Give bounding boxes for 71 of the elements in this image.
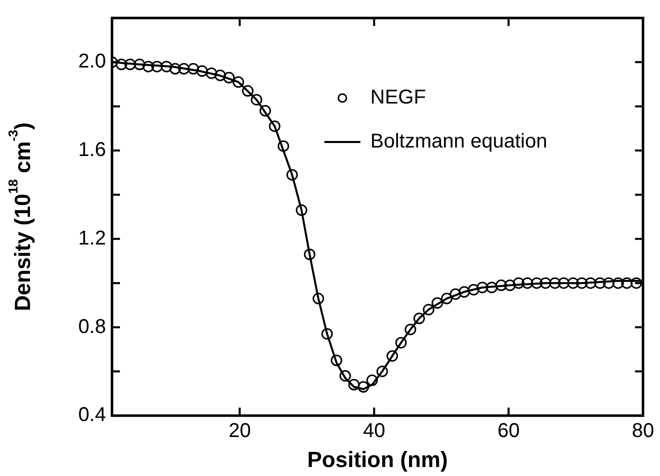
point — [422, 304, 434, 316]
point — [169, 63, 181, 75]
point — [413, 312, 425, 324]
point — [540, 277, 552, 289]
point — [188, 63, 200, 75]
legend-label: NEGF — [370, 86, 426, 109]
point — [304, 248, 316, 260]
point — [567, 277, 579, 289]
point — [206, 67, 218, 79]
x-tick-label: 80 — [632, 420, 654, 442]
point — [278, 140, 290, 152]
point — [196, 65, 208, 77]
point — [178, 63, 190, 75]
point — [602, 277, 614, 289]
point — [531, 277, 543, 289]
point — [358, 381, 370, 393]
point — [124, 58, 136, 70]
y-axis-title: Density (1018 cm-3) — [6, 122, 36, 312]
point — [584, 277, 596, 289]
point — [214, 70, 226, 82]
point — [495, 280, 507, 292]
point — [116, 58, 128, 70]
point — [549, 277, 561, 289]
point — [348, 378, 360, 390]
point — [630, 277, 642, 289]
x-tick-label: 40 — [363, 420, 386, 442]
point — [151, 60, 163, 72]
y-tick-label: 1.2 — [78, 227, 106, 250]
point — [621, 277, 633, 289]
point — [321, 328, 333, 340]
point — [296, 204, 308, 216]
point — [223, 72, 235, 84]
point — [440, 292, 452, 304]
point — [286, 169, 298, 181]
point — [476, 282, 488, 294]
point — [468, 284, 480, 296]
point — [312, 292, 324, 304]
point — [242, 85, 254, 97]
x-tick-label: 20 — [228, 420, 251, 442]
point — [339, 370, 351, 382]
legend-label: Boltzmann equation — [370, 130, 548, 153]
y-tick-label: 0.8 — [78, 316, 106, 338]
y-tick-label: 2.0 — [78, 50, 106, 73]
point — [330, 354, 342, 366]
point — [268, 120, 280, 132]
x-axis-title: Position (nm) — [307, 446, 448, 472]
y-tick-label: 1.6 — [78, 139, 106, 162]
point — [522, 277, 534, 289]
point — [450, 288, 462, 300]
point — [486, 282, 498, 294]
y-tick-label: 0.4 — [78, 404, 106, 426]
point — [432, 297, 444, 309]
point — [366, 374, 378, 386]
point — [386, 350, 398, 362]
point — [404, 324, 416, 336]
point — [395, 336, 407, 348]
point — [576, 277, 588, 289]
point — [232, 76, 244, 88]
point — [458, 286, 470, 298]
point — [142, 60, 154, 72]
point — [260, 105, 271, 117]
x-tick-label: 60 — [497, 420, 520, 442]
point — [134, 58, 146, 70]
point — [504, 280, 516, 292]
point — [594, 277, 606, 289]
point — [250, 94, 262, 106]
point — [558, 277, 570, 289]
point — [376, 366, 388, 378]
point — [160, 60, 172, 72]
point — [612, 277, 624, 289]
point — [512, 277, 524, 289]
